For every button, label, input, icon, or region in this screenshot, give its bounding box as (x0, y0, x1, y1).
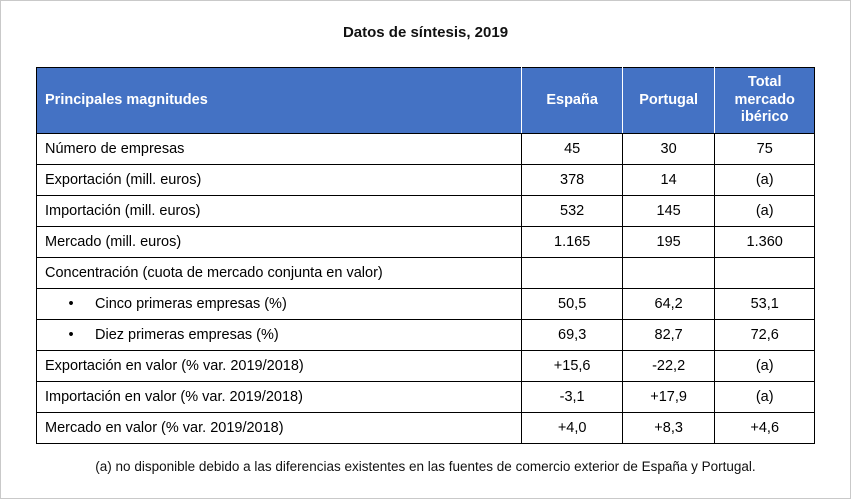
header-portugal: Portugal (621, 67, 716, 134)
cell-espana: 1.165 (521, 226, 623, 258)
footnote: (a) no disponible debido a las diferenci… (95, 459, 756, 474)
cell-espana: +15,6 (521, 350, 623, 382)
cell-portugal: -22,2 (621, 350, 716, 382)
table-row: Concentración (cuota de mercado conjunta… (35, 257, 815, 289)
table-row: Mercado en valor (% var. 2019/2018) +4,0… (35, 412, 815, 444)
row-label-text: Cinco primeras empresas (%) (95, 296, 287, 312)
cell-total: 53,1 (714, 288, 815, 320)
cell-portugal: 64,2 (621, 288, 716, 320)
page-title: Datos de síntesis, 2019 (342, 24, 509, 41)
row-label: Exportación en valor (% var. 2019/2018) (35, 350, 523, 382)
row-label: Número de empresas (35, 133, 523, 165)
cell-espana: +4,0 (521, 412, 623, 444)
row-label-text: Diez primeras empresas (%) (95, 327, 279, 343)
row-label: • Diez primeras empresas (%) (35, 319, 523, 351)
row-label: Importación en valor (% var. 2019/2018) (35, 381, 523, 413)
cell-portugal (621, 257, 716, 289)
cell-portugal: 82,7 (621, 319, 716, 351)
cell-espana: 50,5 (521, 288, 623, 320)
row-label: Mercado en valor (% var. 2019/2018) (35, 412, 523, 444)
row-label: Concentración (cuota de mercado conjunta… (35, 257, 523, 289)
bullet-icon: • (68, 296, 74, 312)
cell-total: 75 (714, 133, 815, 165)
table-row: • Cinco primeras empresas (%) 50,5 64,2 5… (35, 288, 815, 320)
cell-total: (a) (714, 164, 815, 196)
header-total-mercado-iberico: Total mercado ibérico (714, 67, 815, 134)
cell-portugal: 30 (621, 133, 716, 165)
cell-total: (a) (714, 350, 815, 382)
table-row: • Diez primeras empresas (%) 69,3 82,7 72… (35, 319, 815, 351)
cell-total (714, 257, 815, 289)
cell-portugal: +8,3 (621, 412, 716, 444)
row-label: • Cinco primeras empresas (%) (35, 288, 523, 320)
cell-portugal: +17,9 (621, 381, 716, 413)
cell-total: +4,6 (714, 412, 815, 444)
table-row: Exportación en valor (% var. 2019/2018) … (35, 350, 815, 382)
header-espana: España (521, 67, 623, 134)
cell-total: (a) (714, 195, 815, 227)
cell-espana: 378 (521, 164, 623, 196)
cell-total: 72,6 (714, 319, 815, 351)
cell-total: (a) (714, 381, 815, 413)
cell-portugal: 145 (621, 195, 716, 227)
bullet-icon: • (68, 327, 74, 343)
cell-portugal: 195 (621, 226, 716, 258)
row-label: Mercado (mill. euros) (35, 226, 523, 258)
table-header-row: Principales magnitudes España Portugal T… (35, 67, 815, 134)
cell-espana (521, 257, 623, 289)
cell-portugal: 14 (621, 164, 716, 196)
table-row: Exportación (mill. euros) 378 14 (a) (35, 164, 815, 196)
row-label: Importación (mill. euros) (35, 195, 523, 227)
header-principales-magnitudes: Principales magnitudes (35, 67, 523, 134)
table-row: Número de empresas 45 30 75 (35, 133, 815, 165)
table-row: Mercado (mill. euros) 1.165 195 1.360 (35, 226, 815, 258)
row-label: Exportación (mill. euros) (35, 164, 523, 196)
cell-espana: -3,1 (521, 381, 623, 413)
table-row: Importación en valor (% var. 2019/2018) … (35, 381, 815, 413)
cell-espana: 532 (521, 195, 623, 227)
cell-espana: 69,3 (521, 319, 623, 351)
datos-sintesis-table: Principales magnitudes España Portugal T… (35, 67, 815, 444)
table-row: Importación (mill. euros) 532 145 (a) (35, 195, 815, 227)
cell-espana: 45 (521, 133, 623, 165)
cell-total: 1.360 (714, 226, 815, 258)
